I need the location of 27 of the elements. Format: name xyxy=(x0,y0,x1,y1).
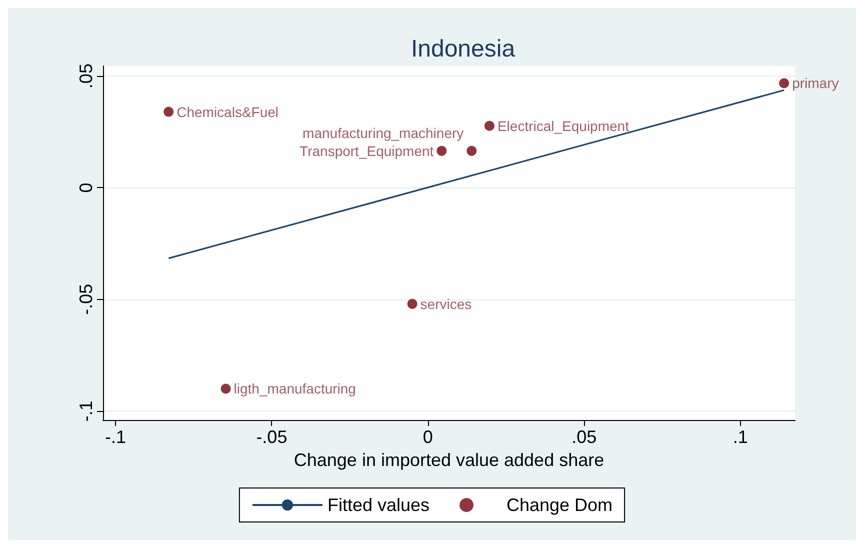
annotation: Chemicals&Fuel xyxy=(176,104,279,120)
y-tick-label: -.05 xyxy=(76,284,96,315)
y-tick-label: -.1 xyxy=(76,400,96,422)
annotation: primary xyxy=(792,75,839,92)
x-tick-label: 0 xyxy=(422,427,433,447)
y-tick-label: .05 xyxy=(76,64,96,89)
point xyxy=(436,146,447,156)
point xyxy=(466,146,477,156)
x-tick-label: .05 xyxy=(572,427,597,447)
chart-title: Indonesia xyxy=(410,36,516,62)
annotation: ligth_manufacturing xyxy=(234,380,356,397)
point xyxy=(164,106,174,117)
annotation: Electrical_Equipment xyxy=(497,118,630,134)
y-tick-label: 0 xyxy=(76,182,96,193)
point xyxy=(779,78,790,88)
annotation: manufacturing_machinery xyxy=(302,124,464,141)
x-axis-title: Change in imported value added share xyxy=(294,450,604,470)
x-tick-label: .1 xyxy=(732,427,748,447)
point xyxy=(407,298,418,309)
x-tick-label: -.1 xyxy=(104,427,126,447)
point xyxy=(220,384,231,394)
legend-label: Fitted values xyxy=(327,495,430,515)
point xyxy=(484,120,494,131)
annotation: Transport_Equipment xyxy=(300,142,434,159)
annotation: services xyxy=(420,296,472,312)
legend-label: Change Dom xyxy=(506,495,613,515)
x-tick-label: -.05 xyxy=(256,427,288,447)
